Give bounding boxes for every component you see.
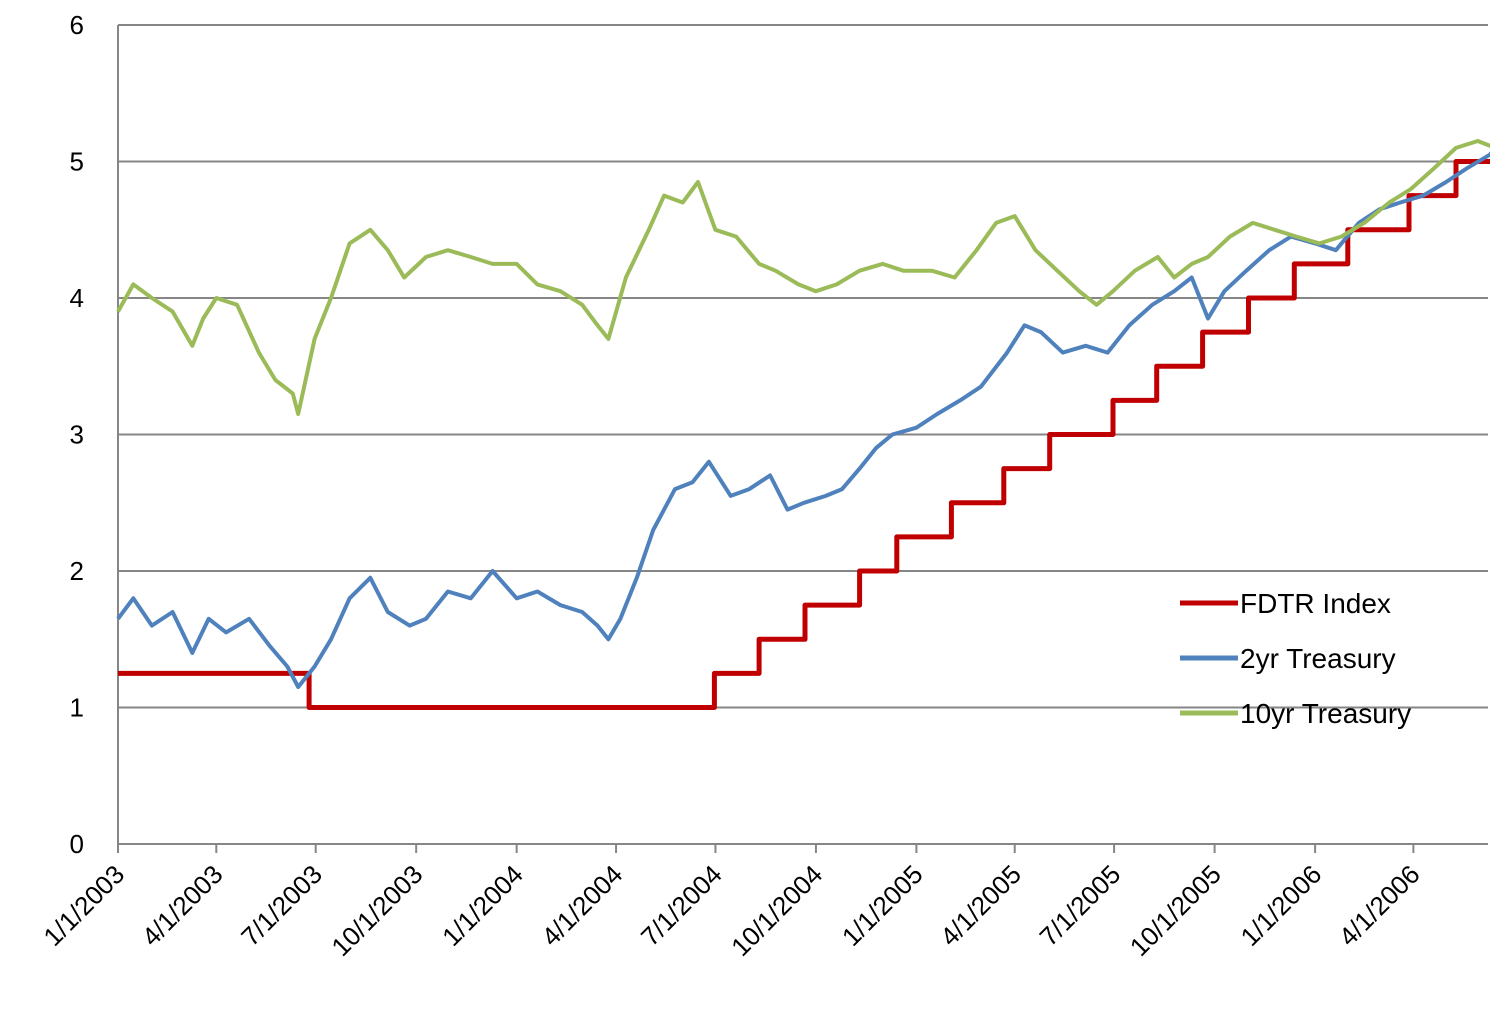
series-lines <box>116 139 1490 710</box>
legend-label-2yr-treasury: 2yr Treasury <box>1240 643 1396 674</box>
y-tick-label-2: 2 <box>70 556 84 586</box>
y-tick-label-6: 6 <box>70 10 84 40</box>
x-tick-label-4: 1/1/2004 <box>436 859 529 952</box>
legend: FDTR Index 2yr Treasury 10yr Treasury <box>1180 588 1411 729</box>
x-tick-label-12: 1/1/2006 <box>1235 859 1328 952</box>
x-tick-label-7: 10/1/2004 <box>725 859 828 962</box>
x-tick-label-9: 4/1/2005 <box>934 859 1027 952</box>
series-line-2yr-treasury <box>116 151 1490 689</box>
axes <box>117 25 1488 853</box>
y-tick-label-1: 1 <box>70 693 84 723</box>
x-tick-label-8: 1/1/2005 <box>836 859 929 952</box>
legend-label-10yr-treasury: 10yr Treasury <box>1240 698 1411 729</box>
x-tick-label-0: 1/1/2003 <box>37 859 130 952</box>
y-tick-label-0: 0 <box>70 829 84 859</box>
y-axis-tick-labels: 0 1 2 3 4 5 6 <box>70 10 84 859</box>
x-tick-label-2: 7/1/2003 <box>235 859 328 952</box>
x-tick-label-1: 4/1/2003 <box>136 859 229 952</box>
y-tick-label-4: 4 <box>70 283 84 313</box>
series-line-10yr-treasury <box>116 139 1490 416</box>
x-tick-label-11: 10/1/2005 <box>1124 859 1227 962</box>
legend-label-fdtr-index: FDTR Index <box>1240 588 1391 619</box>
x-tick-label-13: 4/1/2006 <box>1333 859 1426 952</box>
gridlines <box>118 24 1488 709</box>
x-tick-label-5: 4/1/2004 <box>536 859 629 952</box>
x-tick-label-6: 7/1/2004 <box>635 859 728 952</box>
x-tick-label-10: 7/1/2005 <box>1034 859 1127 952</box>
x-tick-label-3: 10/1/2003 <box>325 859 428 962</box>
series-line-fdtr-index <box>118 159 1490 710</box>
y-tick-label-5: 5 <box>70 147 84 177</box>
y-tick-label-3: 3 <box>70 420 84 450</box>
